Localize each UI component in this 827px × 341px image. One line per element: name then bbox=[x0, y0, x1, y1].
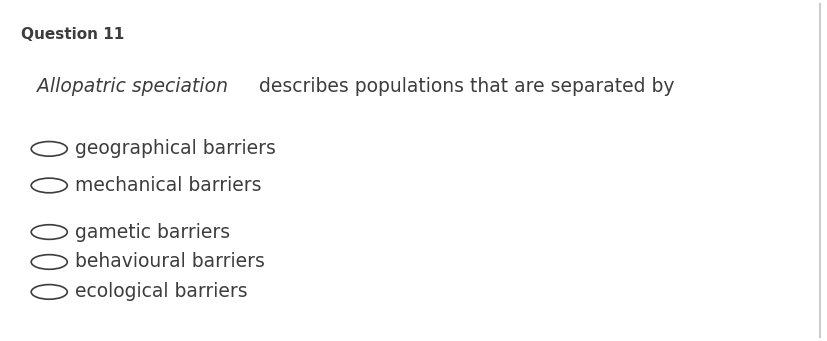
Text: gametic barriers: gametic barriers bbox=[74, 223, 230, 241]
Text: describes populations that are separated by: describes populations that are separated… bbox=[252, 77, 673, 97]
Text: ecological barriers: ecological barriers bbox=[74, 282, 247, 301]
Text: mechanical barriers: mechanical barriers bbox=[74, 176, 261, 195]
Text: Question 11: Question 11 bbox=[21, 28, 124, 42]
Text: Allopatric speciation: Allopatric speciation bbox=[37, 77, 227, 97]
Text: behavioural barriers: behavioural barriers bbox=[74, 252, 264, 271]
Text: geographical barriers: geographical barriers bbox=[74, 139, 275, 158]
